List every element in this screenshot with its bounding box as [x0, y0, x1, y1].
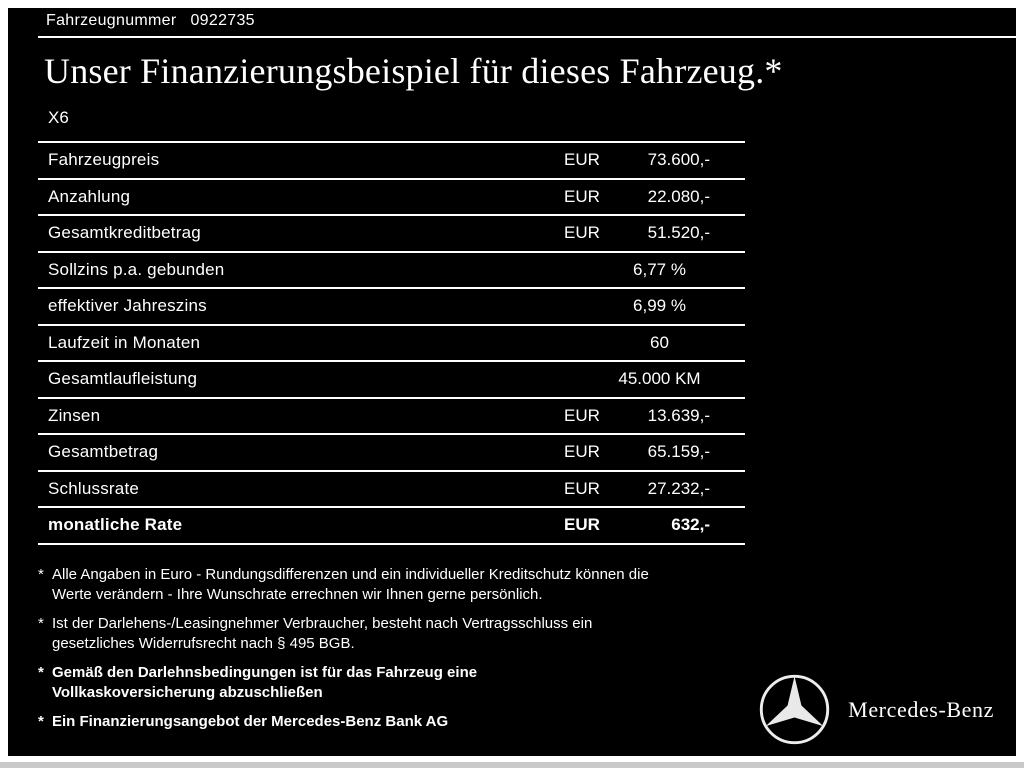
row-label: effektiver Jahreszins [48, 296, 207, 316]
row-value: EUR 22.080,- [564, 180, 710, 215]
footnote-line: Ein Finanzierungsangebot der Mercedes-Be… [52, 712, 449, 730]
brand-name: Mercedes-Benz [848, 696, 994, 722]
row-label: Zinsen [48, 405, 101, 425]
financing-sheet: Fahrzeugnummer 0922735 Unser Finanzierun… [8, 8, 1016, 756]
row-value: EUR 13.639,- [564, 399, 710, 434]
table-row: Sollzins p.a. gebunden 6,77 % [38, 253, 745, 289]
table-row: Fahrzeugpreis EUR 73.600,- [38, 143, 745, 180]
row-label: Gesamtbetrag [48, 442, 159, 462]
footnotes: * Alle Angaben in Euro - Rundungsdiffere… [38, 565, 758, 732]
footnote: * Gemäß den Darlehnsbedingungen ist für … [38, 663, 758, 703]
row-value: 60 [564, 326, 710, 361]
currency-label: EUR [564, 405, 600, 425]
table-row: Laufzeit in Monaten 60 [38, 326, 745, 362]
bottom-strip [0, 762, 1024, 768]
footnote-text: Ein Finanzierungsangebot der Mercedes-Be… [52, 712, 758, 732]
amount-text: 73.600,- [647, 150, 710, 170]
amount-text: 13.639,- [647, 405, 710, 425]
footnote-line: gesetzliches Widerrufsrecht nach § 495 B… [52, 634, 355, 652]
footnote: * Ein Finanzierungsangebot der Mercedes-… [38, 712, 758, 732]
footnote-line: Vollkaskoversicherung abzuschließen [52, 683, 323, 701]
footnote: * Alle Angaben in Euro - Rundungsdiffere… [38, 565, 758, 605]
footnote-text: Gemäß den Darlehnsbedingungen ist für da… [52, 663, 758, 703]
row-label: monatliche Rate [48, 515, 183, 535]
amount-text: 65.159,- [647, 442, 710, 462]
table-row: Gesamtlaufleistung 45.000 KM [38, 362, 745, 399]
table-row-monthly-rate: monatliche Rate EUR 632,- [38, 508, 745, 545]
row-label: Gesamtkreditbetrag [48, 223, 201, 243]
row-value: EUR 632,- [564, 508, 710, 543]
table-row: Schlussrate EUR 27.232,- [38, 472, 745, 508]
vehicle-number-value: 0922735 [190, 12, 255, 29]
vehicle-model: X6 [48, 108, 69, 127]
footnote-marker: * [38, 614, 44, 632]
currency-label: EUR [564, 442, 600, 462]
row-label: Sollzins p.a. gebunden [48, 259, 225, 279]
footnote-line: Werte verändern - Ihre Wunschrate errech… [52, 585, 543, 603]
row-value: 45.000 KM [564, 362, 710, 397]
table-row: Anzahlung EUR 22.080,- [38, 180, 745, 216]
footnote-marker: * [38, 565, 44, 583]
row-value: 6,77 % [564, 253, 710, 288]
footnote: * Ist der Darlehens-/Leasingnehmer Verbr… [38, 614, 758, 654]
footnote-line: Alle Angaben in Euro - Rundungsdifferenz… [52, 565, 649, 583]
footnote-line: Gemäß den Darlehnsbedingungen ist für da… [52, 663, 478, 681]
value-text: 45.000 KM [618, 369, 701, 389]
currency-label: EUR [564, 515, 600, 535]
row-value: 6,99 % [564, 289, 710, 324]
row-value: EUR 73.600,- [564, 143, 710, 178]
value-text: 6,77 % [633, 259, 686, 279]
row-value: EUR 27.232,- [564, 472, 710, 507]
table-row: Gesamtbetrag EUR 65.159,- [38, 435, 745, 472]
currency-label: EUR [564, 478, 600, 498]
amount-text: 51.520,- [647, 223, 710, 243]
row-label: Anzahlung [48, 186, 131, 206]
row-label: Gesamtlaufleistung [48, 369, 198, 389]
currency-label: EUR [564, 186, 600, 206]
financing-table: Fahrzeugpreis EUR 73.600,- Anzahlung EUR… [38, 141, 745, 545]
value-text: 60 [650, 332, 669, 352]
vehicle-number-row: Fahrzeugnummer 0922735 [38, 12, 1016, 38]
page-title: Unser Finanzierungsbeispiel für dieses F… [44, 51, 783, 91]
value-text: 6,99 % [633, 296, 686, 316]
table-row: Zinsen EUR 13.639,- [38, 399, 745, 435]
currency-label: EUR [564, 223, 600, 243]
row-label: Schlussrate [48, 478, 140, 498]
amount-text: 22.080,- [647, 186, 710, 206]
table-row: effektiver Jahreszins 6,99 % [38, 289, 745, 326]
footnote-marker: * [38, 663, 44, 681]
row-value: EUR 65.159,- [564, 435, 710, 470]
vehicle-number-label: Fahrzeugnummer [46, 12, 177, 29]
currency-label: EUR [564, 150, 600, 170]
row-value: EUR 51.520,- [564, 216, 710, 251]
mercedes-star-icon [759, 674, 830, 745]
footnote-marker: * [38, 712, 44, 730]
amount-text: 27.232,- [647, 478, 710, 498]
row-label: Laufzeit in Monaten [48, 332, 201, 352]
footnote-line: Ist der Darlehens-/Leasingnehmer Verbrau… [52, 614, 593, 632]
brand-block: Mercedes-Benz [758, 673, 994, 746]
row-label: Fahrzeugpreis [48, 150, 160, 170]
table-row: Gesamtkreditbetrag EUR 51.520,- [38, 216, 745, 253]
footnote-text: Alle Angaben in Euro - Rundungsdifferenz… [52, 565, 758, 605]
footnote-text: Ist der Darlehens-/Leasingnehmer Verbrau… [52, 614, 758, 654]
amount-text: 632,- [671, 515, 710, 535]
